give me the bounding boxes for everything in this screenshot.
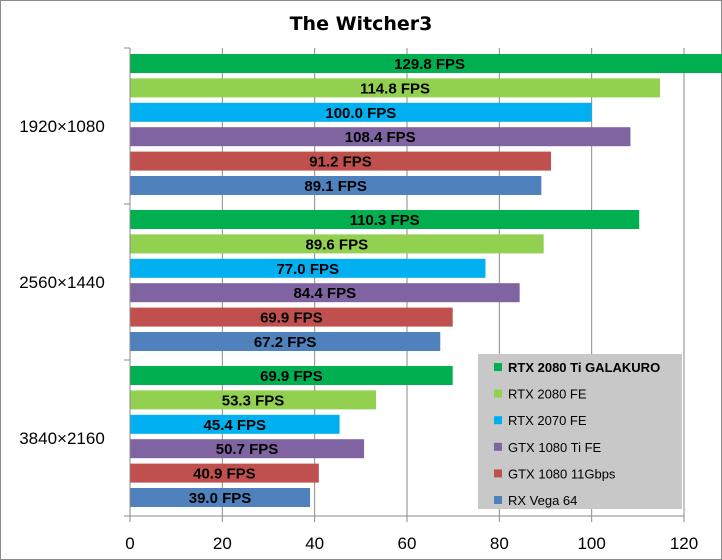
bar	[130, 414, 340, 434]
bar	[130, 332, 441, 351]
x-tick-label: 100	[577, 534, 605, 553]
legend-swatch	[494, 496, 502, 504]
legend: RTX 2080 Ti GALAKURO RTX 2080 FE RTX 2070 …	[478, 354, 682, 509]
bar	[130, 54, 722, 73]
legend-label: RTX 2080 FE	[508, 387, 587, 402]
bar-value-label: 100.0 FPS	[325, 105, 396, 122]
bar-value-label: 77.0 FPS	[276, 261, 339, 278]
bar	[130, 258, 486, 278]
x-tick-label: 120	[670, 534, 698, 553]
bar-value-label: 67.2 FPS	[254, 334, 317, 351]
legend-swatch	[494, 389, 502, 398]
bar-value-label: 129.8 FPS	[394, 56, 465, 73]
legend-box	[478, 354, 682, 509]
bar-value-label: 69.9 FPS	[260, 310, 323, 327]
bar	[130, 127, 631, 147]
bar	[130, 283, 520, 303]
bar-value-label: 114.8 FPS	[360, 80, 430, 97]
bar-value-label: 110.3 FPS	[350, 212, 420, 229]
bar-value-label: 50.7 FPS	[216, 441, 279, 458]
x-tick-label: 0	[125, 534, 134, 553]
gridlines	[221, 48, 685, 516]
bars: 129.8 FPS 114.8 FPS 100.0 FPS 108.4 FPS 91.2…	[130, 54, 722, 507]
x-tick-label: 40	[305, 534, 324, 553]
legend-swatch	[494, 363, 502, 371]
bar	[130, 439, 365, 459]
bar	[130, 78, 660, 98]
bar-value-label: 91.2 FPS	[309, 154, 372, 171]
bar	[130, 366, 453, 385]
x-tick-label: 80	[490, 534, 509, 553]
legend-label: GTX 1080 Ti FE	[508, 440, 602, 455]
category-label: 2560×1440	[19, 273, 105, 292]
legend-swatch	[494, 442, 502, 451]
legend-label: RTX 2080 Ti GALAKURO	[508, 360, 660, 375]
bar	[130, 488, 311, 507]
bar	[130, 390, 377, 410]
bar-value-label: 89.6 FPS	[306, 236, 369, 253]
axes: 1920×1080 2560×1440 3840×2160 0 20 40 60 80 100 1…	[19, 47, 698, 553]
bar-value-label: 89.1 FPS	[304, 178, 367, 195]
bar	[130, 102, 592, 122]
bar	[130, 210, 640, 229]
legend-label: RTX 2070 FE	[508, 413, 587, 428]
legend-label: GTX 1080 11Gbps	[508, 466, 616, 481]
bar-value-label: 39.0 FPS	[189, 490, 252, 507]
x-tick-label: 60	[398, 534, 417, 553]
bar-value-label: 40.9 FPS	[193, 466, 256, 483]
bar-value-label: 69.9 FPS	[260, 368, 323, 385]
bar	[130, 234, 544, 254]
chart-title: The Witcher3	[290, 13, 433, 35]
bar-value-label: 84.4 FPS	[294, 285, 357, 302]
bar	[130, 151, 552, 171]
category-label: 3840×2160	[19, 429, 105, 448]
category-label: 1920×1080	[19, 117, 105, 136]
legend-swatch	[494, 469, 502, 478]
bar-value-label: 53.3 FPS	[222, 392, 285, 409]
x-tick-label: 20	[213, 534, 232, 553]
bar-value-label: 108.4 FPS	[345, 129, 416, 146]
bar	[130, 176, 542, 195]
bar-value-label: 45.4 FPS	[204, 417, 267, 434]
legend-swatch	[494, 416, 502, 425]
bar	[130, 307, 453, 327]
legend-label: RX Vega 64	[508, 493, 577, 508]
bar	[130, 463, 319, 483]
